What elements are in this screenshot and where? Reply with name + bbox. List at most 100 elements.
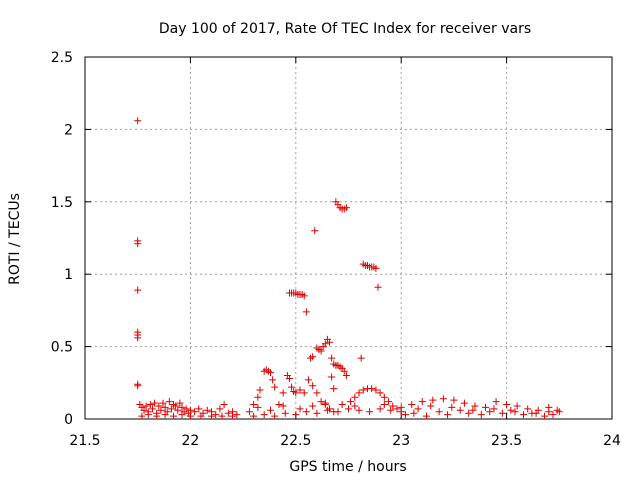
data-point [317,347,325,355]
data-point [326,338,334,346]
data-point [157,406,165,414]
data-point [376,405,384,413]
data-point [372,264,380,272]
data-point [351,402,359,410]
data-point [418,398,426,406]
data-point [340,367,348,375]
data-point [387,406,395,414]
data-point [134,334,142,342]
y-axis-label: ROTI / TECUs [7,193,23,285]
data-point [279,389,287,397]
data-point [435,408,443,416]
data-point [218,412,226,420]
data-point [401,411,409,419]
data-point [245,408,253,416]
data-point [427,402,435,410]
data-point [393,405,401,413]
data-point [165,398,173,406]
data-point [309,382,317,390]
data-point [456,406,464,414]
data-point [300,292,308,300]
data-point [469,406,477,414]
data-point [444,411,452,419]
data-point [372,386,380,394]
data-point [148,405,156,413]
data-point [397,403,405,411]
data-point [182,405,190,413]
data-point [429,396,437,404]
x-tick-label: 23.5 [491,433,522,449]
data-point [321,399,329,407]
data-point [482,403,490,411]
data-point [220,401,228,409]
data-point [385,398,393,406]
data-point [465,409,473,417]
data-point [507,406,515,414]
chart-title: Day 100 of 2017, Rate Of TEC Index for r… [159,21,531,37]
data-point [292,411,300,419]
y-tick-label: 1 [64,267,73,283]
x-tick-label: 22 [181,433,199,449]
y-tick-label: 2 [64,122,73,138]
x-axis-label: GPS time / hours [289,459,406,475]
data-point [288,383,296,391]
data-point [176,399,184,407]
data-point [146,401,154,409]
data-point [448,403,456,411]
data-point [519,411,527,419]
data-point [524,405,532,413]
data-point [256,386,264,394]
data-point [134,286,142,294]
data-point [285,374,293,382]
y-tick-label: 2.5 [51,50,73,66]
data-point [513,402,521,410]
data-point [195,405,203,413]
data-point [351,393,359,401]
data-point [229,412,237,420]
x-tick-label: 22.5 [280,433,311,449]
data-point [368,385,376,393]
data-point [260,411,268,419]
data-point [450,396,458,404]
data-point [155,402,163,410]
x-tick-label: 23 [392,433,410,449]
data-point [161,403,169,411]
data-point [159,399,167,407]
data-point [380,393,388,401]
data-point [342,204,350,212]
data-point [490,405,498,413]
data-point [279,402,287,410]
data-point [553,406,561,414]
data-point [271,412,279,420]
data-point [328,354,336,362]
data-point [414,405,422,413]
data-point [172,402,180,410]
data-point [498,409,506,417]
data-point [144,411,152,419]
data-point [492,398,500,406]
data-point [140,406,148,414]
data-point [347,398,355,406]
data-point [317,398,325,406]
data-point [250,401,258,409]
data-point [267,406,275,414]
y-tick-label: 0 [64,412,73,428]
data-point [254,403,262,411]
data-point [254,393,262,401]
data-point [313,389,321,397]
data-point [296,405,304,413]
data-point [549,411,557,419]
data-point [311,227,319,235]
data-point [300,389,308,397]
data-point [197,412,205,420]
data-point [178,403,186,411]
data-point [330,385,338,393]
data-point [178,411,186,419]
data-point [269,376,277,384]
data-point [309,353,317,361]
data-point [342,372,350,380]
data-point [292,389,300,397]
data-point [302,408,310,416]
